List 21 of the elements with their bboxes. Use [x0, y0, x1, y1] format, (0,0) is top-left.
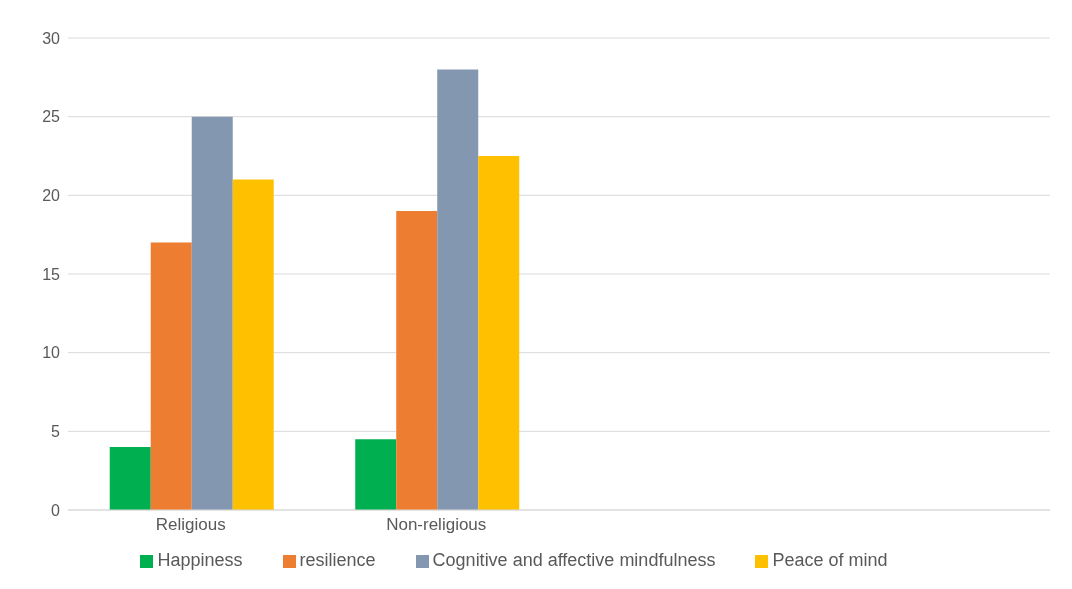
- bar: [191, 116, 233, 510]
- legend-label: resilience: [299, 550, 376, 570]
- y-tick-label: 15: [42, 265, 61, 283]
- bar: [355, 439, 397, 510]
- x-tick-label: Non-religious: [386, 515, 487, 535]
- bar: [478, 156, 520, 510]
- bar: [437, 69, 479, 510]
- y-tick-label: 20: [42, 187, 61, 205]
- legend-label: Cognitive and affective mindfulness: [432, 550, 716, 570]
- bar: [396, 211, 438, 510]
- legend-label: Happiness: [157, 550, 243, 570]
- y-tick-label: 0: [51, 501, 61, 519]
- legend-label: Peace of mind: [772, 550, 888, 570]
- y-tick-label: 30: [42, 29, 61, 47]
- bar: [109, 447, 151, 510]
- bar: [150, 242, 192, 510]
- x-tick-label: Religious: [155, 515, 226, 535]
- bar: [232, 179, 274, 510]
- y-tick-label: 10: [42, 344, 61, 362]
- y-tick-label: 5: [51, 423, 61, 441]
- y-tick-label: 25: [42, 108, 61, 126]
